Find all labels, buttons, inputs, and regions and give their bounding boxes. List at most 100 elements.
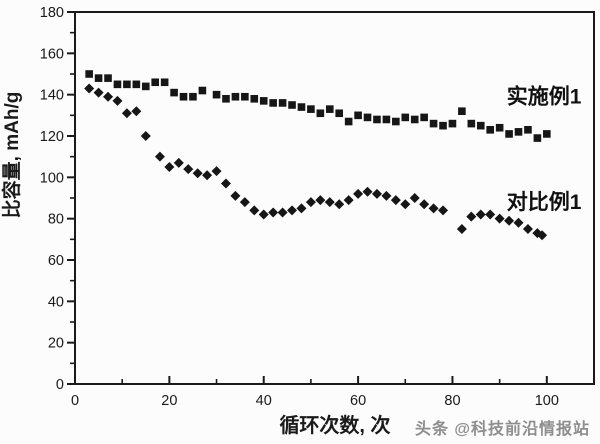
data-point-diamond bbox=[84, 83, 95, 94]
data-point-diamond bbox=[513, 217, 524, 228]
data-point-square bbox=[250, 95, 259, 103]
data-point-diamond bbox=[121, 108, 132, 119]
x-tick-label: 100 bbox=[535, 393, 559, 409]
data-point-square bbox=[439, 121, 447, 130]
data-point-diamond bbox=[103, 91, 114, 102]
data-point-square bbox=[382, 115, 391, 124]
series-label: 实施例1 bbox=[507, 85, 582, 109]
data-point-square bbox=[533, 134, 542, 142]
data-point-diamond bbox=[173, 157, 184, 168]
data-point-square bbox=[514, 128, 523, 136]
data-point-diamond bbox=[353, 188, 364, 199]
data-point-square bbox=[231, 92, 240, 101]
data-point-square bbox=[429, 119, 438, 128]
data-point-square bbox=[212, 90, 221, 99]
data-point-diamond bbox=[268, 207, 279, 218]
data-point-diamond bbox=[362, 186, 373, 197]
data-point-square bbox=[486, 126, 494, 134]
watermark: 头条 @科技前沿情报站 bbox=[414, 421, 590, 438]
data-point-square bbox=[505, 130, 513, 138]
data-point-diamond bbox=[220, 178, 231, 189]
data-point-square bbox=[288, 101, 296, 109]
data-point-diamond bbox=[381, 190, 392, 201]
data-point-square bbox=[104, 74, 112, 82]
data-point-diamond bbox=[504, 215, 515, 226]
x-axis-label: 循环次数, 次 bbox=[279, 413, 390, 437]
data-point-square bbox=[259, 97, 268, 105]
data-point-square bbox=[401, 113, 410, 122]
data-point-square bbox=[410, 115, 419, 124]
data-point-diamond bbox=[211, 166, 222, 177]
y-axis-label: 比容量, mAh/g bbox=[0, 92, 23, 219]
data-point-square bbox=[458, 107, 466, 115]
y-tick-label: 120 bbox=[40, 129, 64, 145]
data-point-diamond bbox=[522, 224, 533, 234]
x-tick-label: 40 bbox=[256, 393, 272, 409]
data-point-square bbox=[476, 121, 485, 130]
data-point-diamond bbox=[154, 151, 165, 162]
plot-border bbox=[74, 11, 595, 385]
data-point-diamond bbox=[537, 230, 548, 241]
y-tick-label: 80 bbox=[48, 212, 64, 228]
y-tick-label: 20 bbox=[48, 336, 64, 352]
y-tick-label: 40 bbox=[48, 294, 64, 310]
data-point-diamond bbox=[409, 193, 420, 203]
data-point-square bbox=[297, 103, 306, 111]
data-point-diamond bbox=[438, 205, 449, 216]
data-point-square bbox=[392, 117, 400, 126]
data-point-square bbox=[198, 86, 207, 95]
data-point-diamond bbox=[305, 197, 316, 208]
data-point-square bbox=[335, 109, 344, 118]
data-point-diamond bbox=[192, 168, 203, 179]
data-point-square bbox=[160, 78, 169, 87]
x-tick-label: 0 bbox=[71, 393, 79, 409]
data-point-diamond bbox=[239, 197, 250, 208]
data-point-diamond bbox=[258, 209, 269, 220]
data-point-square bbox=[151, 78, 160, 87]
y-tick-label: 60 bbox=[48, 253, 64, 269]
data-point-diamond bbox=[202, 170, 213, 181]
data-point-square bbox=[467, 119, 476, 128]
data-point-diamond bbox=[277, 207, 288, 218]
data-point-square bbox=[344, 117, 353, 126]
data-point-diamond bbox=[390, 195, 401, 206]
data-point-square bbox=[85, 70, 93, 78]
data-point-diamond bbox=[112, 95, 123, 106]
x-tick-label: 60 bbox=[350, 393, 366, 409]
data-point-square bbox=[543, 130, 551, 138]
data-point-diamond bbox=[475, 209, 486, 220]
data-point-square bbox=[354, 111, 362, 120]
data-point-square bbox=[278, 99, 287, 107]
data-point-square bbox=[524, 126, 532, 134]
data-point-square bbox=[132, 80, 141, 89]
data-point-square bbox=[179, 92, 188, 101]
data-point-diamond bbox=[466, 211, 477, 222]
data-point-diamond bbox=[93, 87, 104, 98]
data-point-square bbox=[123, 80, 131, 89]
x-tick-label: 20 bbox=[161, 393, 177, 409]
data-point-square bbox=[241, 92, 249, 101]
data-point-square bbox=[325, 105, 334, 113]
data-point-diamond bbox=[494, 213, 505, 224]
data-point-diamond bbox=[287, 205, 298, 216]
data-point-square bbox=[420, 113, 428, 122]
y-tick-label: 0 bbox=[56, 377, 64, 393]
data-point-diamond bbox=[183, 164, 194, 175]
data-point-diamond bbox=[324, 197, 335, 208]
data-point-diamond bbox=[456, 224, 467, 234]
data-point-square bbox=[316, 109, 325, 118]
data-point-square bbox=[373, 115, 381, 124]
data-point-square bbox=[363, 113, 372, 122]
data-point-diamond bbox=[315, 195, 326, 206]
y-tick-label: 100 bbox=[40, 170, 64, 186]
data-point-diamond bbox=[131, 106, 142, 117]
data-point-square bbox=[307, 105, 315, 113]
y-tick-label: 140 bbox=[40, 88, 64, 104]
data-point-diamond bbox=[400, 199, 411, 210]
data-point-diamond bbox=[140, 131, 151, 141]
data-point-square bbox=[269, 99, 277, 107]
data-point-diamond bbox=[343, 195, 354, 206]
data-point-square bbox=[222, 95, 230, 103]
data-point-diamond bbox=[371, 188, 382, 199]
